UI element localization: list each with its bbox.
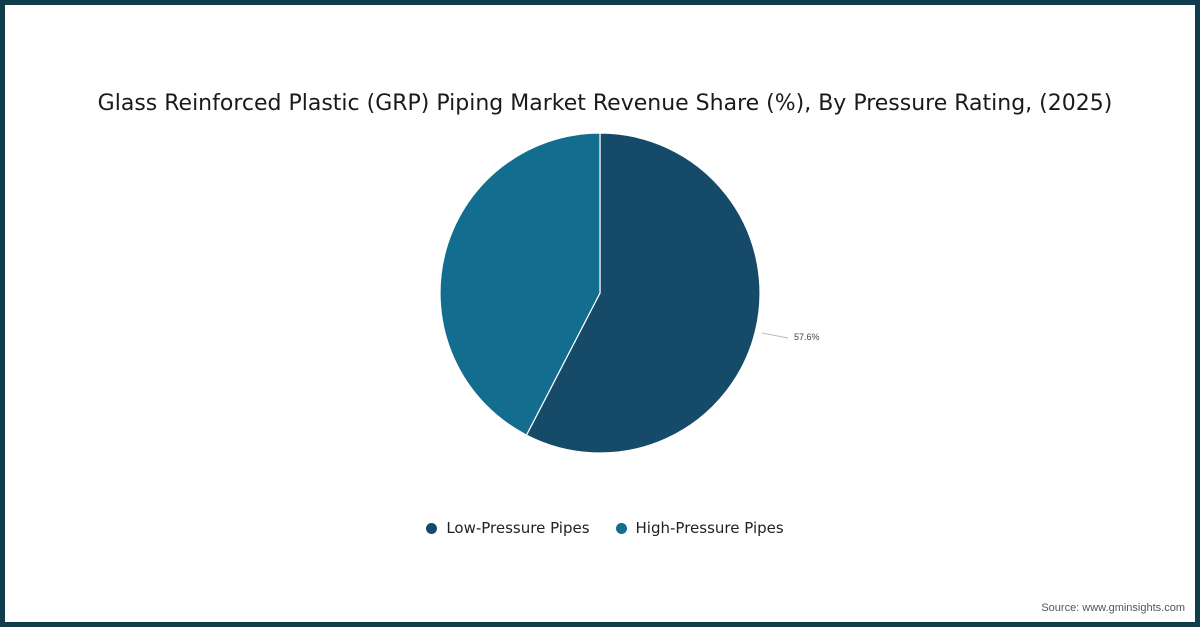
pie-slice-high-pressure-pipes[interactable] [439, 132, 601, 436]
chart-title: Glass Reinforced Plastic (GRP) Piping Ma… [97, 91, 1113, 116]
pie-chart: 57.6% [439, 132, 820, 454]
legend-dot-icon [426, 522, 438, 534]
source-note: Source: www.gminsights.com [1041, 602, 1185, 614]
legend-item-low-pressure[interactable]: Low-Pressure Pipes [426, 519, 590, 537]
legend-label: High-Pressure Pipes [635, 519, 784, 537]
pie-slice-low-pressure-pipes[interactable] [525, 132, 761, 454]
legend-dot-icon [615, 522, 627, 534]
legend: Low-Pressure Pipes High-Pressure Pipes [5, 519, 1200, 537]
label-leader-line [761, 332, 789, 339]
legend-label: Low-Pressure Pipes [446, 519, 590, 537]
legend-item-high-pressure[interactable]: High-Pressure Pipes [615, 519, 784, 537]
slice-label-low-pressure: 57.6% [794, 332, 820, 342]
